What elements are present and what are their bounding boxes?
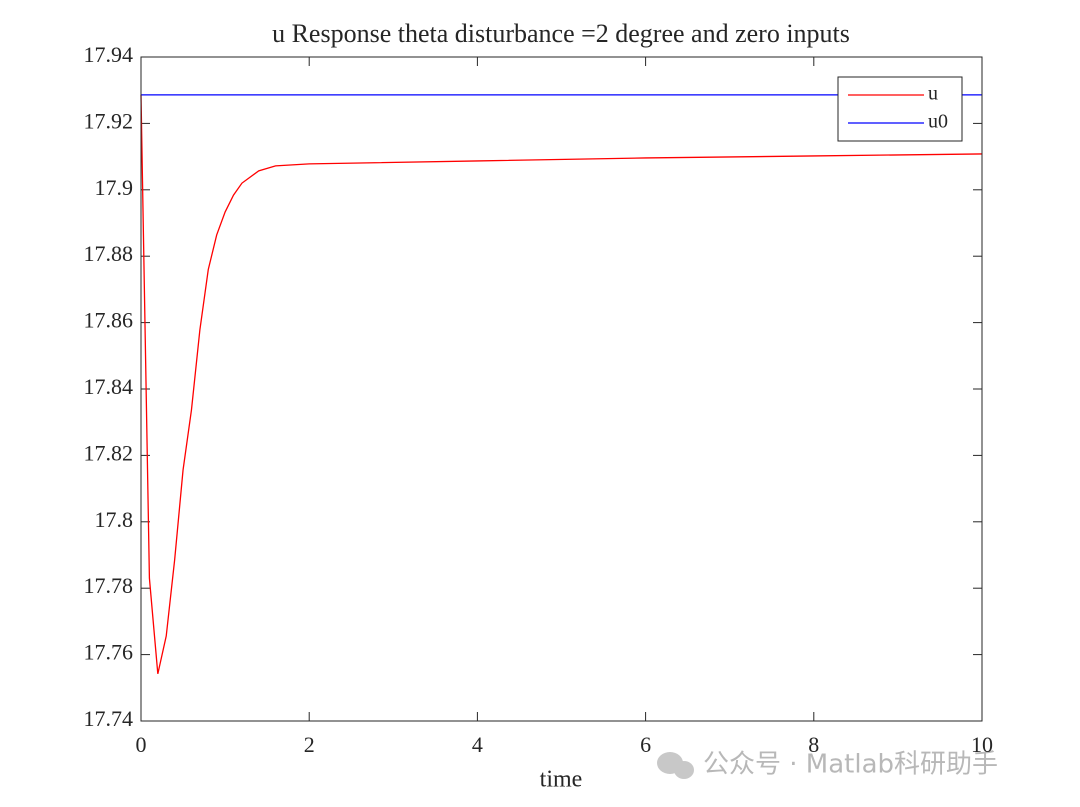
x-tick-label: 10 [971,732,993,757]
y-tick-label: 17.9 [95,175,134,200]
y-tick-label: 17.86 [84,308,134,333]
y-tick-label: 17.88 [84,241,134,266]
y-tick-label: 17.84 [84,374,134,399]
legend-label: u0 [928,111,948,133]
x-tick-label: 8 [808,732,819,757]
watermark-icon [657,752,694,779]
y-tick-label: 17.78 [84,573,134,598]
legend-box [837,76,963,142]
axes-box [140,56,983,722]
x-tick-label: 6 [640,732,651,757]
series-line [140,94,983,675]
watermark: 公众号 · Matlab科研助手 [703,750,998,780]
legend-label: u [928,83,938,105]
y-tick-label: 17.94 [84,42,134,67]
x-tick-label: 0 [136,732,147,757]
y-tick-label: 17.82 [84,440,134,465]
y-tick-label: 17.92 [84,108,134,133]
chart-title: u Response theta disturbance =2 degree a… [272,19,850,48]
y-tick-label: 17.76 [84,640,134,665]
x-tick-label: 2 [304,732,315,757]
x-axis-label: time [540,767,583,793]
y-tick-label: 17.74 [84,706,134,731]
x-tick-label: 4 [472,732,483,757]
y-tick-label: 17.8 [95,507,134,532]
